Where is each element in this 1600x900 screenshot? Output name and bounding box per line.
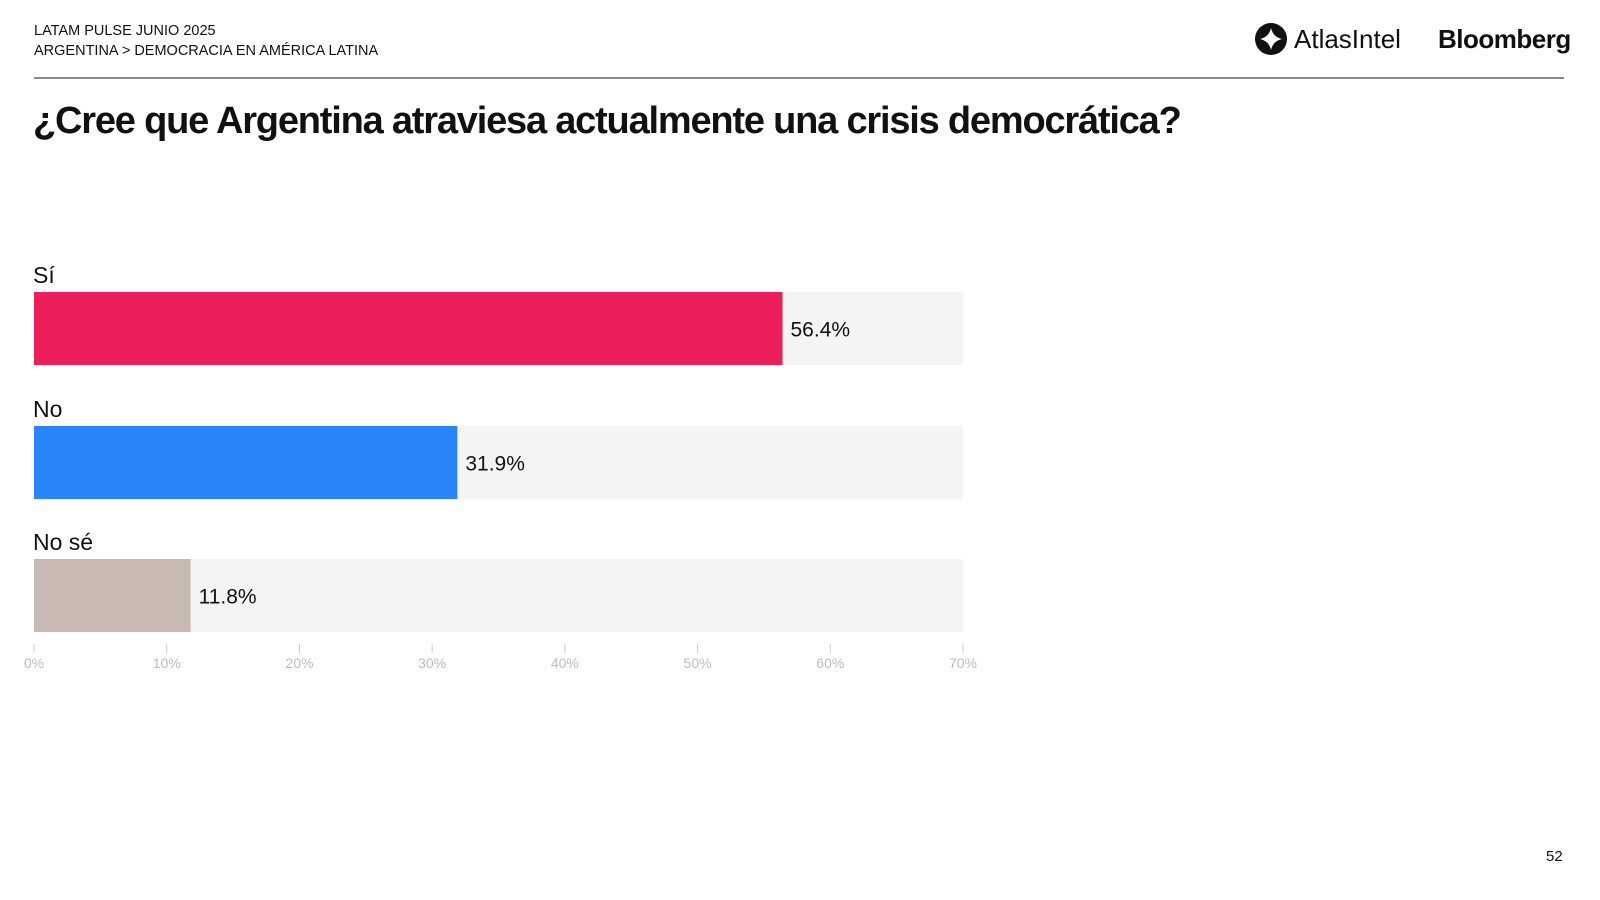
survey-name: LATAM PULSE JUNIO 2025 [34,23,216,39]
bloomberg-logo: Bloomberg [1438,24,1571,54]
page-number: 52 [1546,848,1563,865]
x-tick-label: 50% [684,655,712,671]
category-label: Sí [33,262,55,288]
x-tick-label: 40% [551,655,579,671]
value-label: 56.4% [791,319,851,342]
bar [34,292,783,365]
breadcrumb: ARGENTINA > DEMOCRACIA EN AMÉRICA LATINA [34,43,379,59]
x-tick-label: 0% [24,655,44,671]
x-tick-label: 70% [949,655,977,671]
value-label: 31.9% [465,453,525,476]
atlasintel-logo: AtlasIntel [1254,22,1401,56]
bar [34,559,191,632]
value-label: 11.8% [199,586,257,609]
x-tick-label: 20% [285,655,313,671]
category-label: No [33,396,62,422]
category-label: No sé [33,529,93,555]
x-tick-label: 60% [816,655,844,671]
chart-title: ¿Cree que Argentina atraviesa actualment… [33,100,1182,142]
bar [34,426,458,499]
x-tick-label: 30% [418,655,446,671]
atlasintel-mark-icon [1255,23,1287,55]
header-divider [34,77,1564,79]
atlasintel-wordmark: AtlasIntel [1294,23,1401,54]
x-tick-label: 10% [153,655,181,671]
